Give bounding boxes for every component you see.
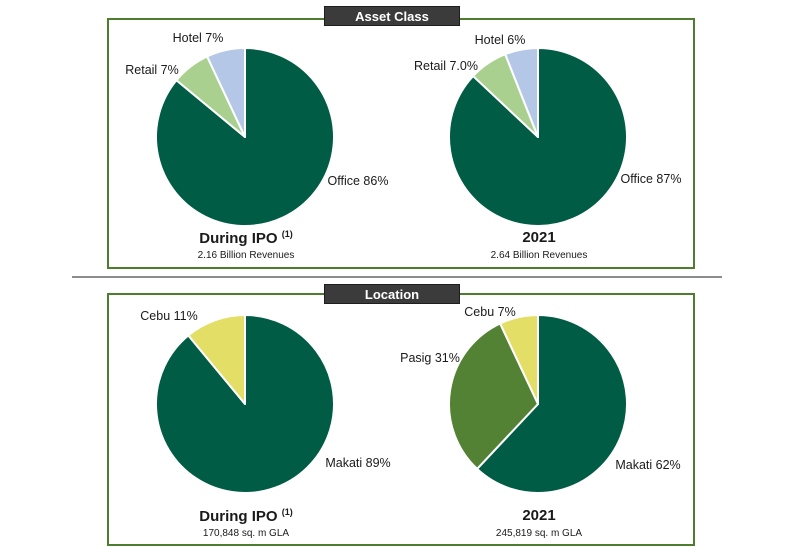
slice-label-hotel: Hotel 6% xyxy=(475,33,526,47)
chart-subtitle-location-2021: 245,819 sq. m GLA xyxy=(495,528,583,539)
pie-asset-2021: Office 87% Retail 7.0% Hotel 6% xyxy=(414,33,682,227)
slice-label-pasig: Pasig 31% xyxy=(400,351,460,365)
pie-slice-hotel xyxy=(504,47,539,138)
location-heading: Location xyxy=(324,284,460,304)
chart-title-location-ipo: During IPO (1) xyxy=(146,507,346,525)
chart-title-location-2021: 2021 xyxy=(439,507,639,524)
slice-label-retail: Retail 7% xyxy=(125,63,179,77)
slice-label-cebu: Cebu 7% xyxy=(464,305,515,319)
chart-subtitle-asset-2021: 2.64 Billion Revenues xyxy=(490,250,588,261)
slice-label-office: Office 87% xyxy=(621,172,682,186)
slice-label-makati: Makati 62% xyxy=(615,458,680,472)
chart-title-asset-2021: 2021 xyxy=(439,229,639,246)
slice-label-retail: Retail 7.0% xyxy=(414,59,478,73)
chart-title-text: During IPO xyxy=(199,508,278,525)
pie-slice-hotel xyxy=(206,47,246,138)
chart-subtitle-asset-ipo: 2.16 Billion Revenues xyxy=(197,250,295,261)
chart-title-text: During IPO xyxy=(199,230,278,247)
slice-label-office: Office 86% xyxy=(328,174,389,188)
chart-title-text: 2021 xyxy=(522,229,556,246)
pie-slice-makati xyxy=(476,314,628,494)
pie-slice-pasig xyxy=(448,322,539,470)
pie-slice-cebu xyxy=(187,314,246,405)
section-divider xyxy=(72,276,722,278)
chart-subtitle-location-ipo: 170,848 sq. m GLA xyxy=(202,528,290,539)
slice-label-hotel: Hotel 7% xyxy=(173,31,224,45)
chart-title-asset-ipo: During IPO (1) xyxy=(146,229,346,247)
pie-location-2021: Makati 62% Pasig 31% Cebu 7% xyxy=(400,305,681,494)
slice-label-cebu: Cebu 11% xyxy=(140,309,197,323)
asset-class-heading: Asset Class xyxy=(324,6,460,26)
footnote-marker: (1) xyxy=(281,507,293,517)
pie-slice-cebu xyxy=(499,314,539,405)
slice-label-makati: Makati 89% xyxy=(325,456,390,470)
footnote-marker: (1) xyxy=(281,229,293,239)
pie-asset-ipo: Office 86% Retail 7% Hotel 7% xyxy=(125,31,389,227)
chart-title-text: 2021 xyxy=(522,507,556,524)
pie-location-ipo: Makati 89% Cebu 11% xyxy=(140,309,391,494)
